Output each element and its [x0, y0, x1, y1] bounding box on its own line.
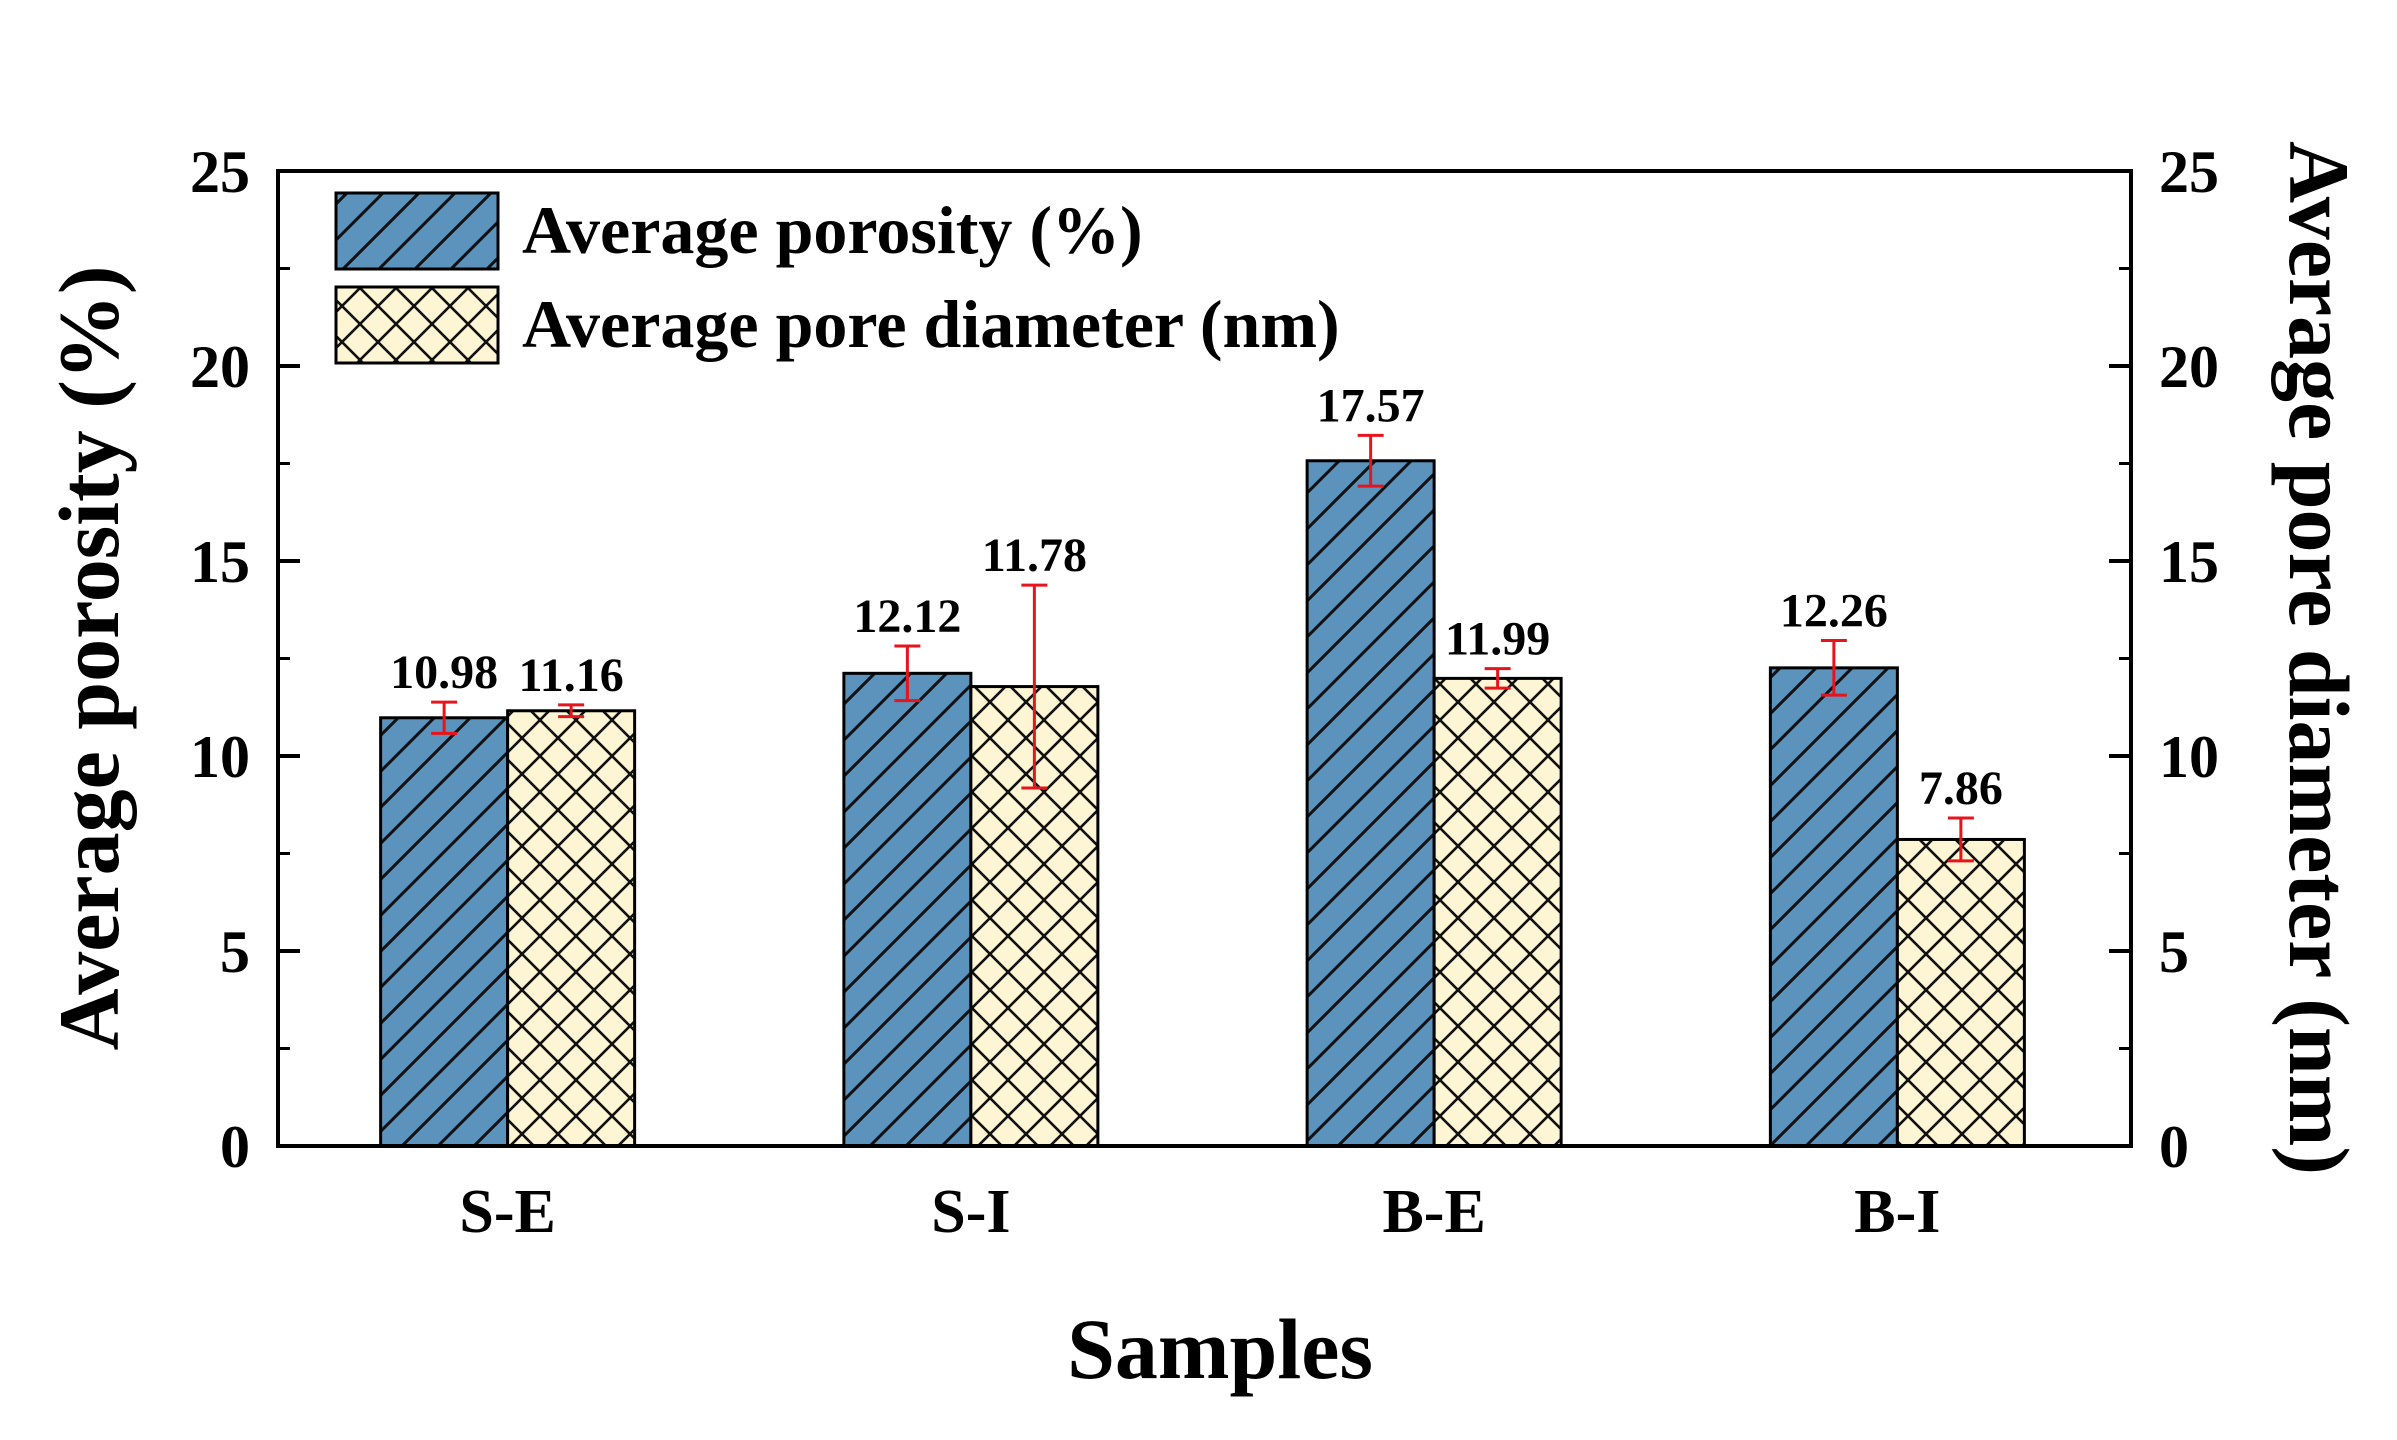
- data-label: 17.57: [1317, 379, 1425, 432]
- category-label: S-I: [931, 1178, 1010, 1246]
- bar-B-E-series-1: [1305, 459, 1436, 1148]
- bar-S-I-series-1: [842, 671, 973, 1148]
- right-tick-label: 5: [2159, 919, 2189, 985]
- left-tick-label: 0: [220, 1114, 250, 1180]
- category-labels-layer: S-E S-I B-E B-I: [459, 1178, 1940, 1246]
- left-tick-label: 20: [190, 334, 250, 400]
- data-label: 12.12: [853, 590, 961, 643]
- legend-swatch-pore-diameter: [334, 285, 500, 365]
- right-y-axis-ticks: 0 5 10 15 20 25: [2109, 139, 2219, 1180]
- left-tick-label: 5: [220, 919, 250, 985]
- category-label: S-E: [459, 1178, 555, 1246]
- bar-B-E-series-2: [1432, 676, 1563, 1148]
- bar-S-E-series-1: [379, 716, 510, 1148]
- data-labels-layer: 10.98 11.16 12.12 11.78 17.57 11.99 12.26 7.86: [390, 379, 2003, 815]
- category-label: B-E: [1382, 1178, 1485, 1246]
- legend-label-porosity: Average porosity (%): [522, 192, 1143, 268]
- right-tick-label: 0: [2159, 1114, 2189, 1180]
- right-tick-label: 25: [2159, 139, 2219, 205]
- right-tick-label: 20: [2159, 334, 2219, 400]
- right-tick-label: 10: [2159, 724, 2219, 790]
- legend-swatch-porosity: [334, 191, 500, 271]
- right-y-axis-title: Average pore diameter (nm): [2271, 141, 2367, 1175]
- data-label: 11.78: [982, 529, 1087, 582]
- data-label: 10.98: [390, 646, 498, 699]
- data-label: 12.26: [1780, 585, 1888, 638]
- left-tick-label: 15: [190, 529, 250, 595]
- legend-label-pore-diameter: Average pore diameter (nm): [522, 286, 1340, 362]
- plot-frame: [276, 169, 2133, 1148]
- left-tick-label: 25: [190, 139, 250, 205]
- left-y-axis-title: Average porosity (%): [41, 266, 137, 1051]
- left-tick-label: 10: [190, 724, 250, 790]
- bars-layer: [379, 459, 2026, 1148]
- x-axis-title: Samples: [1067, 1301, 1373, 1397]
- category-label: B-I: [1854, 1178, 1940, 1246]
- data-label: 11.99: [1445, 613, 1550, 666]
- bar-B-I-series-2: [1895, 837, 2026, 1148]
- right-tick-label: 15: [2159, 529, 2219, 595]
- left-y-axis-ticks: 0 5 10 15 20 25: [190, 139, 300, 1180]
- error-bars-layer: [431, 433, 1974, 863]
- legend: Average porosity (%) Average pore diamet…: [334, 191, 1340, 365]
- data-label: 11.16: [518, 649, 623, 702]
- bar-B-I-series-1: [1768, 666, 1899, 1148]
- bar-S-E-series-2: [506, 709, 637, 1148]
- data-label: 7.86: [1919, 762, 2003, 815]
